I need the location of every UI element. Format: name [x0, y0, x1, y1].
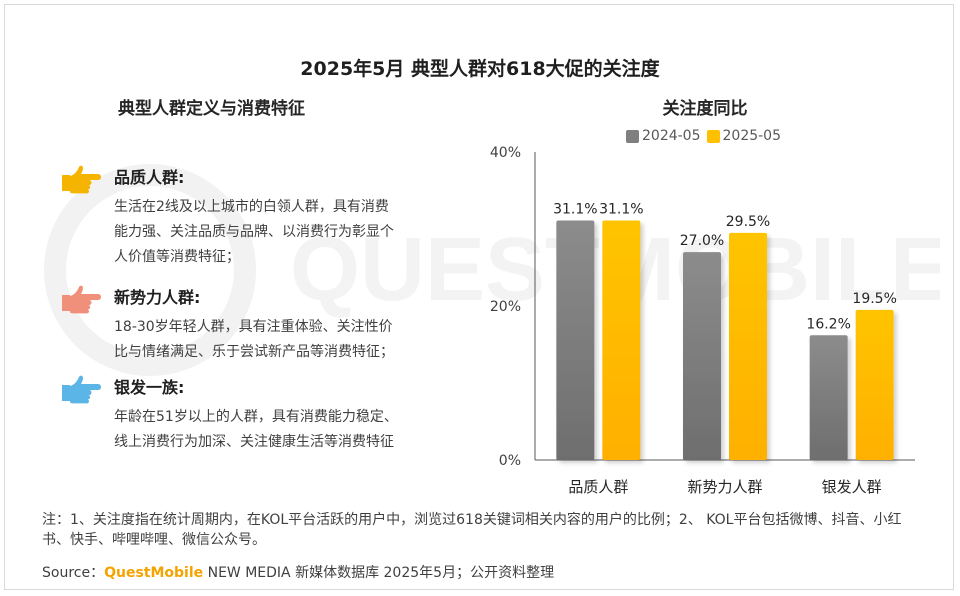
- desc-line: 人价值等消费特征；: [114, 249, 240, 265]
- data-label: 16.2%: [806, 316, 850, 332]
- group-description: 年龄在51岁以上的人群，具有消费能力稳定、 线上消费行为加深、关注健康生活等消费…: [114, 405, 444, 455]
- source-brand: QuestMobile: [104, 565, 204, 581]
- data-label: 29.5%: [726, 214, 770, 230]
- slide-frame: [4, 4, 954, 590]
- legend-label: 2024-05: [642, 128, 701, 144]
- desc-line: 线上消费行为加深、关注健康生活等消费特征: [114, 434, 394, 450]
- source-rest: NEW MEDIA 新媒体数据库 2025年5月；公开资料整理: [203, 565, 555, 581]
- left-panel-title: 典型人群定义与消费特征: [118, 99, 305, 119]
- y-tick-label: 20%: [490, 299, 521, 315]
- bar-2025: [855, 309, 894, 460]
- y-tick-label: 0%: [499, 453, 521, 469]
- pointing-hand-icon: [62, 285, 101, 314]
- legend-item-2025: 2025-05: [706, 128, 782, 144]
- bar-2024: [556, 220, 595, 460]
- hand-shape: [62, 375, 101, 404]
- legend-swatch-2024: [626, 129, 639, 143]
- group-description: 18-30岁年轻人群，具有注重体验、关注性价 比与情绪满足、乐于尝试新产品等消费…: [114, 315, 444, 365]
- chart-legend: 2024-05 2025-05: [626, 126, 787, 146]
- desc-line: 年龄在51岁以上的人群，具有消费能力稳定、: [114, 409, 398, 425]
- pointing-hand-icon: [62, 375, 101, 404]
- group-title: 品质人群:: [114, 168, 185, 187]
- hand-shape: [62, 165, 101, 194]
- bar-chart: 0% 20% 40% 31.1% 31.1% 品质人群 27.0%29.5% 新势力人群 16.…: [490, 145, 915, 496]
- desc-line: 能力强、关注品质与品牌、以消费行为彰显个: [114, 224, 394, 240]
- bar-2025: [602, 220, 641, 460]
- data-label: 31.1%: [599, 202, 643, 218]
- group-title: 银发一族:: [114, 378, 185, 397]
- x-category-label: 品质人群: [568, 478, 628, 496]
- chart-title: 关注度同比: [662, 99, 748, 119]
- x-category-label: 银发人群: [822, 478, 882, 496]
- desc-line: 比与情绪满足、乐于尝试新产品等消费特征；: [114, 344, 394, 360]
- bar-2024: [683, 252, 721, 460]
- legend-label: 2025-05: [722, 128, 782, 144]
- source-line: Source：QuestMobile NEW MEDIA 新媒体数据库 2025…: [42, 562, 554, 582]
- bar-2024: [809, 335, 848, 460]
- desc-line: 18-30岁年轻人群，具有注重体验、关注性价: [114, 319, 393, 335]
- legend-item-2024: 2024-05: [626, 128, 701, 144]
- group-description: 生活在2线及以上城市的白领人群，具有消费 能力强、关注品质与品牌、以消费行为彰显…: [114, 195, 444, 270]
- legend-swatch-2025: [706, 129, 720, 143]
- footnote: 注：1、关注度指在统计周期内，在KOL平台活跃的用户中，浏览过618关键词相关内…: [42, 512, 902, 548]
- source-prefix: Source：: [42, 565, 105, 581]
- data-label: 27.0%: [680, 233, 724, 249]
- bar-2025: [729, 232, 767, 460]
- data-label: 31.1%: [553, 202, 597, 218]
- y-tick-label: 40%: [490, 145, 521, 161]
- desc-line: 生活在2线及以上城市的白领人群，具有消费: [114, 199, 389, 215]
- group-title: 新势力人群:: [114, 288, 201, 307]
- pointing-hand-icon: [62, 165, 101, 194]
- page-title: 2025年5月 典型人群对618大促的关注度: [300, 58, 660, 80]
- hand-shape: [62, 285, 101, 314]
- x-category-label: 新势力人群: [687, 478, 762, 496]
- data-label: 19.5%: [852, 291, 896, 307]
